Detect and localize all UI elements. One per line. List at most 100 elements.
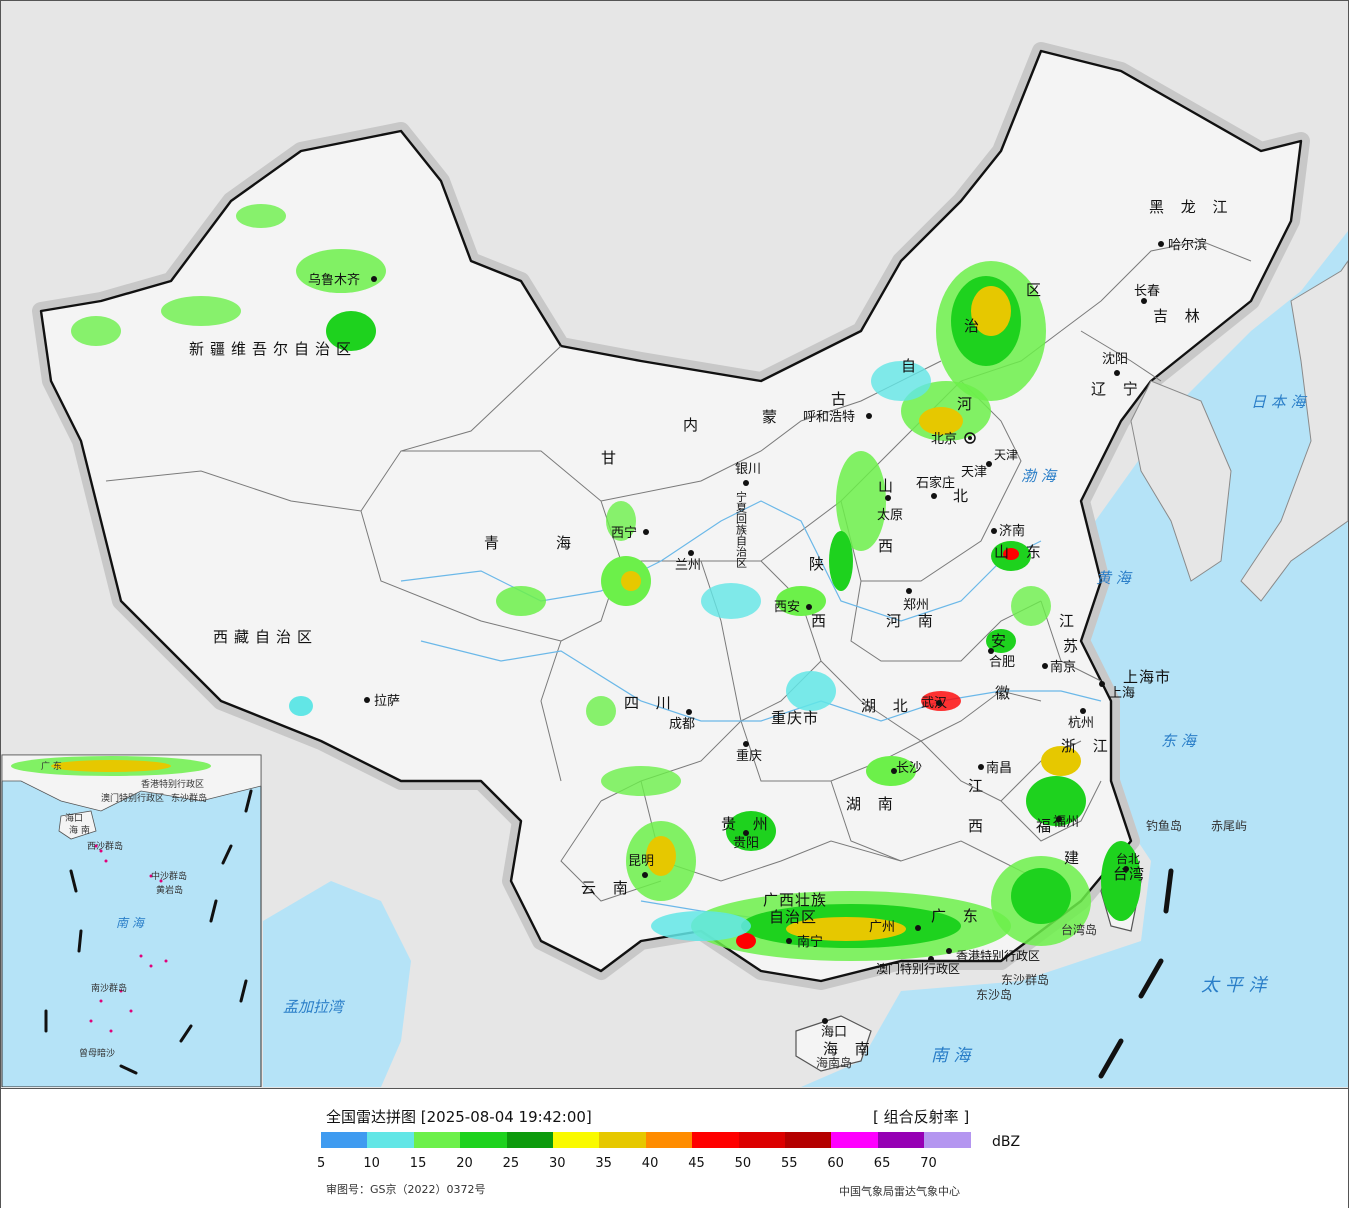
legend-title: 全国雷达拼图 [2025-08-04 19:42:00] [326,1108,592,1126]
province-label: 建 [1064,849,1085,867]
svg-text:郑州: 郑州 [903,598,929,613]
sea-label: 日 本 海 [1251,393,1308,411]
province-label: 山 [878,477,899,495]
svg-text:贵阳: 贵阳 [733,836,759,851]
boundary-dashes [1098,868,1174,1079]
city-marker: 天津 [961,461,992,480]
svg-text:重庆: 重庆 [736,748,762,764]
island-label: 海南岛 [816,1055,852,1070]
province-label: 徽 [995,684,1016,702]
city-marker: 昆明 [628,854,654,878]
sea-label: 南 海 [931,1046,973,1066]
svg-text:昆明: 昆明 [628,854,654,869]
city-marker: 沈阳 [1102,352,1128,376]
scale-label: 45 [688,1156,705,1171]
svg-text:拉萨: 拉萨 [374,694,400,709]
svg-text:石家庄: 石家庄 [916,475,955,491]
svg-text:南昌: 南昌 [986,760,1012,776]
svg-text:西安: 西安 [774,600,800,615]
province-label: 天津 [994,448,1018,462]
city-marker: 银川 [735,462,761,486]
svg-text:济南: 济南 [999,523,1025,539]
inset-label: 东沙群岛 [171,792,207,804]
japan-land [1240,260,1348,602]
province-label: 江 [968,777,989,795]
sea-labels: 日 本 海 渤 海 黄 海 东 海 太 平 洋 南 海 孟加拉湾 [283,393,1308,1066]
scale-swatch [785,1132,832,1148]
city-marker: 呼和浩特 [803,410,872,425]
sea-area-bay-bengal [263,881,411,1087]
scale-label: 5 [317,1156,326,1171]
svg-text:乌鲁木齐: 乌鲁木齐 [308,272,360,288]
scale-swatch [924,1132,971,1148]
island-label: 钓鱼岛 [1146,818,1182,833]
svg-text:兰州: 兰州 [675,558,701,573]
inset-label: 广 东 [41,760,62,772]
city-marker: 太原 [877,495,903,523]
sea-label: 渤 海 [1021,467,1058,485]
scale-label: 30 [549,1156,566,1171]
city-marker: 香港特别行政区 [946,948,1040,963]
data-source: 中国气象局雷达气象中心 [839,1185,960,1198]
inset-label: 黄岩岛 [156,884,183,896]
province-label: 河 南 [886,612,939,630]
province-label: 自治区 [769,908,817,926]
echo-east-china [866,586,1051,786]
scale-label: 50 [734,1156,752,1171]
province-label: 陕 [809,555,830,573]
scale-swatch [460,1132,507,1148]
province-label: 湖 北 [861,697,914,715]
city-marker: 长沙 [891,761,922,776]
province-label: 四 川 [624,694,677,712]
svg-text:南京: 南京 [1050,659,1076,675]
sea-label: 黄 海 [1096,569,1133,587]
province-label: 新疆维吾尔自治区 [189,340,357,358]
city-marker: 郑州 [903,588,929,613]
scale-label: 25 [502,1156,520,1171]
korea-land [1130,380,1232,582]
province-label: 山 东 [994,543,1047,561]
scale-label: 15 [409,1156,427,1171]
svg-text:长沙: 长沙 [896,761,922,776]
city-marker: 济南 [991,523,1025,539]
product-name: [ 组合反射率 ] [873,1108,970,1126]
svg-text:成都: 成都 [669,717,695,732]
inset-label: 海口 [65,812,83,824]
province-label: 西藏自治区 [213,628,318,646]
province-label: 湖 南 [846,795,899,813]
province-label: 上海市 [1123,668,1171,686]
inset-label: 曾母暗沙 [79,1047,115,1059]
scale-swatch [877,1132,925,1148]
svg-text:呼和浩特: 呼和浩特 [803,410,855,425]
scale-label: 35 [595,1156,612,1171]
inset-label: 香港特别行政区 [141,778,204,790]
city-marker: 贵阳 [733,830,759,851]
province-label: 浙 江 [1061,737,1114,755]
city-marker: 澳门特别行政区 [876,956,960,976]
sea-label: 东 海 [1161,732,1198,750]
island-label: 赤尾屿 [1211,819,1247,833]
scale-swatch [321,1132,368,1148]
province-label: 内 [683,416,704,434]
city-marker: 北京 [931,432,976,447]
scale-label: 40 [641,1156,659,1171]
city-marker: 石家庄 [916,475,955,499]
sea-label: 孟加拉湾 [283,998,346,1016]
city-marker: 兰州 [675,550,701,573]
province-label: 区 [1026,281,1047,299]
svg-text:武汉: 武汉 [921,696,947,711]
scale-label: 55 [781,1156,798,1171]
province-label: 辽 宁 [1091,380,1144,398]
scale-label: 65 [873,1156,891,1171]
province-label: 黑 龙 江 [1149,198,1234,216]
island-labels: 钓鱼岛 赤尾屿 台湾岛 东沙群岛 东沙岛 海南岛 [816,818,1247,1070]
city-marker: 乌鲁木齐 [308,272,377,288]
province-label: 吉 林 [1153,307,1206,325]
city-marker: 西宁 [611,525,649,541]
svg-text:南宁: 南宁 [797,934,823,950]
province-labels: 新疆维吾尔自治区 西藏自治区 青 海 甘 内 蒙 古 自 治 区 黑 龙 江 吉… [189,198,1234,1058]
city-marker: 成都 [669,709,695,732]
echo-southwest [289,671,836,901]
city-marker: 南宁 [786,934,823,950]
svg-text:沈阳: 沈阳 [1102,352,1128,367]
